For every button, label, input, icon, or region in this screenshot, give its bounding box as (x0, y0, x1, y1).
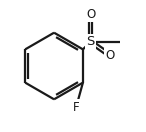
Text: S: S (86, 35, 95, 48)
Text: F: F (73, 101, 80, 114)
Text: O: O (106, 49, 115, 62)
Text: O: O (86, 8, 95, 21)
